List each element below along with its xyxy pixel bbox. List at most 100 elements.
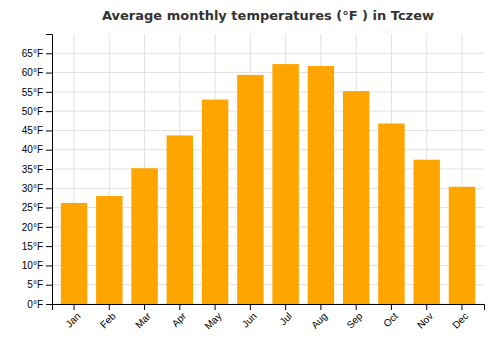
y-tick-label: 5°F — [27, 279, 43, 290]
bar — [378, 123, 404, 304]
x-tick: Apr — [170, 304, 189, 329]
x-tick-label: Nov — [415, 310, 435, 330]
x-tick-mark — [144, 304, 145, 310]
y-tick: 10°F — [22, 260, 52, 271]
y-tick-mark — [46, 227, 52, 228]
y-tick: 25°F — [22, 202, 52, 213]
bar — [202, 100, 228, 304]
x-tick: Jul — [277, 304, 294, 327]
x-tick-label: Oct — [381, 310, 400, 329]
y-tick-mark — [46, 92, 52, 93]
y-tick-mark — [46, 111, 52, 112]
x-tick: Sep — [344, 304, 365, 331]
y-tick-mark — [46, 304, 52, 305]
y-tick: 35°F — [22, 164, 52, 175]
y-tick: 20°F — [22, 222, 52, 233]
x-axis-line — [53, 305, 485, 311]
y-tick: 15°F — [22, 241, 52, 252]
y-tick: 55°F — [22, 87, 52, 98]
x-tick-label: Aug — [309, 310, 329, 330]
y-tick-mark — [46, 208, 52, 209]
x-tick: Oct — [381, 304, 400, 329]
y-tick-mark — [46, 169, 52, 170]
y-tick-mark — [46, 285, 52, 286]
x-tick-mark — [109, 304, 110, 310]
y-tick-label: 15°F — [22, 241, 43, 252]
x-tick-mark — [285, 304, 286, 310]
bar — [96, 196, 122, 304]
x-tick-mark — [391, 304, 392, 310]
x-tick-label: Apr — [170, 310, 189, 329]
x-tick-label: Sep — [344, 310, 365, 331]
bar — [167, 135, 193, 304]
y-grid-line — [52, 149, 484, 150]
y-tick-mark — [46, 130, 52, 131]
bars — [61, 64, 475, 304]
x-tick-label: Mar — [133, 310, 153, 330]
x-tick-mark — [320, 304, 321, 310]
bar — [272, 64, 298, 304]
grid — [52, 34, 484, 304]
y-grid-line — [52, 91, 484, 92]
title: Average monthly temperatures (°F ) in Tc… — [102, 8, 434, 23]
x-tick: May — [202, 304, 223, 332]
y-tick-label: 50°F — [22, 106, 43, 117]
y-tick-label: 45°F — [22, 125, 43, 136]
y-tick: 0°F — [27, 299, 52, 310]
y-grid-line — [52, 130, 484, 131]
x-tick-mark — [74, 304, 75, 310]
x-tick: Jan — [63, 304, 82, 330]
bar — [237, 75, 263, 304]
x-tick: Dec — [450, 304, 470, 331]
y-grid-line — [52, 72, 484, 73]
bar — [449, 187, 475, 304]
x-tick-label: Jun — [240, 310, 259, 329]
y-tick-mark — [46, 53, 52, 54]
x-tick-mark — [356, 304, 357, 310]
y-tick-label: 65°F — [22, 48, 43, 59]
y-tick-label: 25°F — [22, 202, 43, 213]
y-tick-label: 0°F — [27, 299, 43, 310]
x-tick: Nov — [415, 304, 435, 331]
bar — [308, 66, 334, 304]
y-tick: 60°F — [22, 67, 52, 78]
y-tick-mark — [46, 246, 52, 247]
chart: Jan Feb Mar Apr May Jun Jul Aug Sep Oct Nov Dec 0°F 5… — [0, 0, 500, 350]
x-tick: Aug — [309, 304, 329, 331]
y-tick: 40°F — [22, 144, 52, 155]
x-tick: Mar — [133, 304, 153, 330]
x-tick: Jun — [240, 304, 259, 330]
y-tick-label: 40°F — [22, 144, 43, 155]
y-tick-label: 35°F — [22, 164, 43, 175]
y-tick: 65°F — [22, 48, 52, 59]
x-tick-label: Jan — [63, 310, 82, 329]
x-axis: Jan Feb Mar Apr May Jun Jul Aug Sep Oct Nov Dec — [53, 304, 485, 332]
y-axis-line — [46, 35, 53, 305]
y-tick: 50°F — [22, 106, 52, 117]
y-tick-label: 20°F — [22, 222, 43, 233]
y-tick-mark — [46, 188, 52, 189]
y-grid-line — [52, 53, 484, 54]
bar — [413, 160, 439, 304]
y-tick: 45°F — [22, 125, 52, 136]
bar — [343, 91, 369, 304]
x-tick-label: May — [202, 310, 223, 331]
x-tick-mark — [179, 304, 180, 310]
bar — [131, 168, 157, 304]
y-tick-label: 30°F — [22, 183, 43, 194]
y-tick: 5°F — [27, 279, 52, 290]
y-tick-label: 60°F — [22, 67, 43, 78]
x-tick-label: Jul — [277, 310, 294, 327]
x-tick: Feb — [98, 304, 118, 330]
y-tick-mark — [46, 73, 52, 74]
y-tick: 30°F — [22, 183, 52, 194]
y-tick-mark — [46, 265, 52, 266]
x-tick-mark — [426, 304, 427, 310]
plot: Jan Feb Mar Apr May Jun Jul Aug Sep Oct Nov Dec 0°F 5… — [22, 34, 485, 332]
x-tick-label: Dec — [450, 310, 470, 330]
x-tick-mark — [461, 304, 462, 310]
y-axis: 0°F 5°F 10°F 15°F 20°F 25°F 30°F 35°F 40°F 45°F 50… — [22, 35, 53, 310]
x-tick-mark — [215, 304, 216, 310]
x-tick-label: Feb — [98, 310, 118, 330]
y-tick-label: 55°F — [22, 87, 43, 98]
